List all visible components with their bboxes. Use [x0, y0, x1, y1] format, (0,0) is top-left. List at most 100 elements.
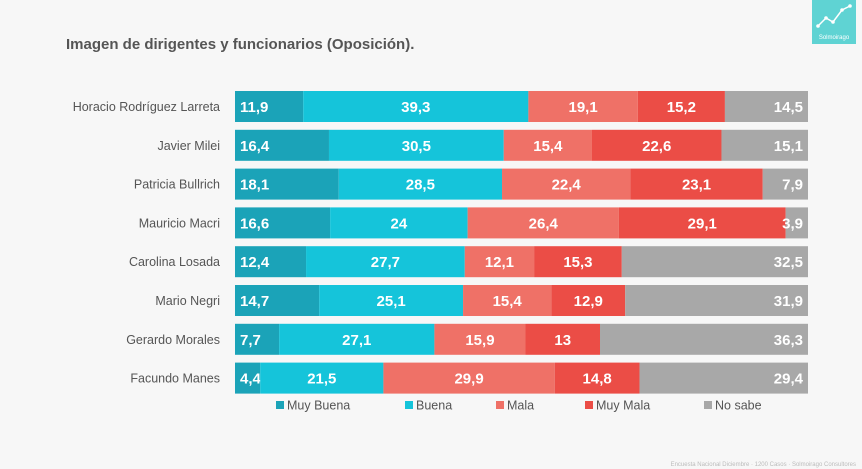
- data-label: 29,9: [454, 371, 483, 388]
- legend-swatch: [585, 401, 593, 409]
- bar-segment: [785, 207, 808, 239]
- category-label: Mauricio Macri: [139, 216, 220, 230]
- legend-swatch: [704, 401, 712, 409]
- bar-segment: [554, 362, 640, 394]
- data-label: 23,1: [682, 177, 711, 194]
- data-label: 4,4: [240, 371, 262, 388]
- bar-segment: [618, 207, 786, 239]
- bar-segment: [235, 362, 261, 394]
- legend-swatch: [496, 401, 504, 409]
- data-label: 15,4: [533, 138, 563, 155]
- bar-segment: [721, 129, 808, 161]
- data-label: 39,3: [401, 99, 430, 116]
- bar-segment: [303, 91, 529, 122]
- bar-segment: [338, 168, 503, 200]
- data-label: 14,5: [774, 99, 803, 116]
- data-label: 11,9: [240, 99, 268, 116]
- data-label: 12,1: [485, 254, 514, 271]
- data-label: 24: [391, 215, 408, 232]
- bar-segment: [637, 91, 725, 122]
- bar-segment: [279, 323, 435, 355]
- bar-segment: [306, 246, 465, 278]
- data-label: 30,5: [402, 138, 431, 155]
- bar-segment: [591, 129, 722, 161]
- data-label: 13: [554, 332, 571, 349]
- bar-segment: [235, 207, 331, 239]
- bar-segment: [463, 285, 552, 316]
- brand-name: Solmoirago: [818, 35, 850, 41]
- category-label: Facundo Manes: [130, 372, 220, 386]
- data-label: 16,6: [240, 215, 269, 232]
- data-label: 29,4: [774, 371, 804, 388]
- data-label: 22,6: [642, 138, 671, 155]
- data-label: 15,2: [667, 99, 696, 116]
- data-label: 29,1: [688, 215, 717, 232]
- legend-label: Muy Mala: [596, 399, 650, 413]
- data-label: 7,7: [240, 332, 261, 349]
- bar-segment: [235, 129, 329, 161]
- legend-swatch: [405, 401, 413, 409]
- data-label: 28,5: [406, 177, 435, 194]
- bar-segment: [503, 129, 592, 161]
- data-label: 14,7: [240, 293, 269, 310]
- data-label: 27,7: [371, 254, 400, 271]
- data-label: 7,9: [782, 177, 803, 194]
- bar-segment: [630, 168, 763, 200]
- bar-segment: [600, 323, 808, 355]
- source-footer: Encuesta Nacional Diciembre · 1200 Casos…: [670, 462, 856, 468]
- bar-segment: [235, 246, 307, 278]
- data-label: 36,3: [774, 332, 803, 349]
- category-label: Carolina Losada: [129, 255, 220, 269]
- bar-segment: [621, 246, 808, 278]
- data-label: 14,8: [583, 371, 612, 388]
- category-label: Horacio Rodríguez Larreta: [73, 100, 220, 114]
- data-label: 22,4: [552, 177, 582, 194]
- legend-label: No sabe: [715, 399, 762, 413]
- bar-segment: [434, 323, 526, 355]
- legend-label: Buena: [416, 399, 452, 413]
- data-label: 15,4: [493, 293, 523, 310]
- bar-segment: [319, 285, 464, 316]
- data-label: 15,3: [563, 254, 592, 271]
- data-label: 12,9: [574, 293, 603, 310]
- data-label: 31,9: [774, 293, 803, 310]
- data-label: 18,1: [240, 177, 269, 194]
- bar-segment: [639, 362, 808, 394]
- bar-segment: [235, 91, 304, 122]
- chart-title: Imagen de dirigentes y funcionarios (Opo…: [66, 36, 415, 53]
- bar-segment: [260, 362, 384, 394]
- bar-segment: [625, 285, 808, 316]
- bar-segment: [525, 323, 601, 355]
- bar-segment: [330, 207, 468, 239]
- data-label: 15,1: [774, 138, 803, 155]
- bar-segment: [502, 168, 631, 200]
- bar-segment: [467, 207, 619, 239]
- data-label: 25,1: [377, 293, 406, 310]
- data-label: 26,4: [529, 215, 559, 232]
- bar-segment: [534, 246, 622, 278]
- data-label: 21,5: [307, 371, 336, 388]
- bar-segment: [235, 285, 320, 316]
- category-label: Mario Negri: [155, 294, 220, 308]
- data-label: 16,4: [240, 138, 270, 155]
- data-label: 15,9: [465, 332, 494, 349]
- data-label: 32,5: [774, 254, 803, 271]
- data-label: 3,9: [782, 215, 803, 232]
- bar-segment: [762, 168, 808, 200]
- bar-segment: [383, 362, 555, 394]
- data-label: 12,4: [240, 254, 270, 271]
- category-label: Gerardo Morales: [126, 333, 220, 347]
- trend-line-icon: [816, 4, 852, 28]
- brand-logo: Solmoirago: [812, 0, 856, 44]
- bar-segment: [235, 168, 339, 200]
- bar-segment: [551, 285, 626, 316]
- legend-label: Muy Buena: [287, 399, 350, 413]
- bar-segment: [724, 91, 808, 122]
- bar-segment: [464, 246, 535, 278]
- category-label: Javier Milei: [157, 139, 220, 153]
- category-label: Patricia Bullrich: [134, 178, 220, 192]
- bar-segment: [328, 129, 504, 161]
- legend-swatch: [276, 401, 284, 409]
- data-label: 27,1: [342, 332, 371, 349]
